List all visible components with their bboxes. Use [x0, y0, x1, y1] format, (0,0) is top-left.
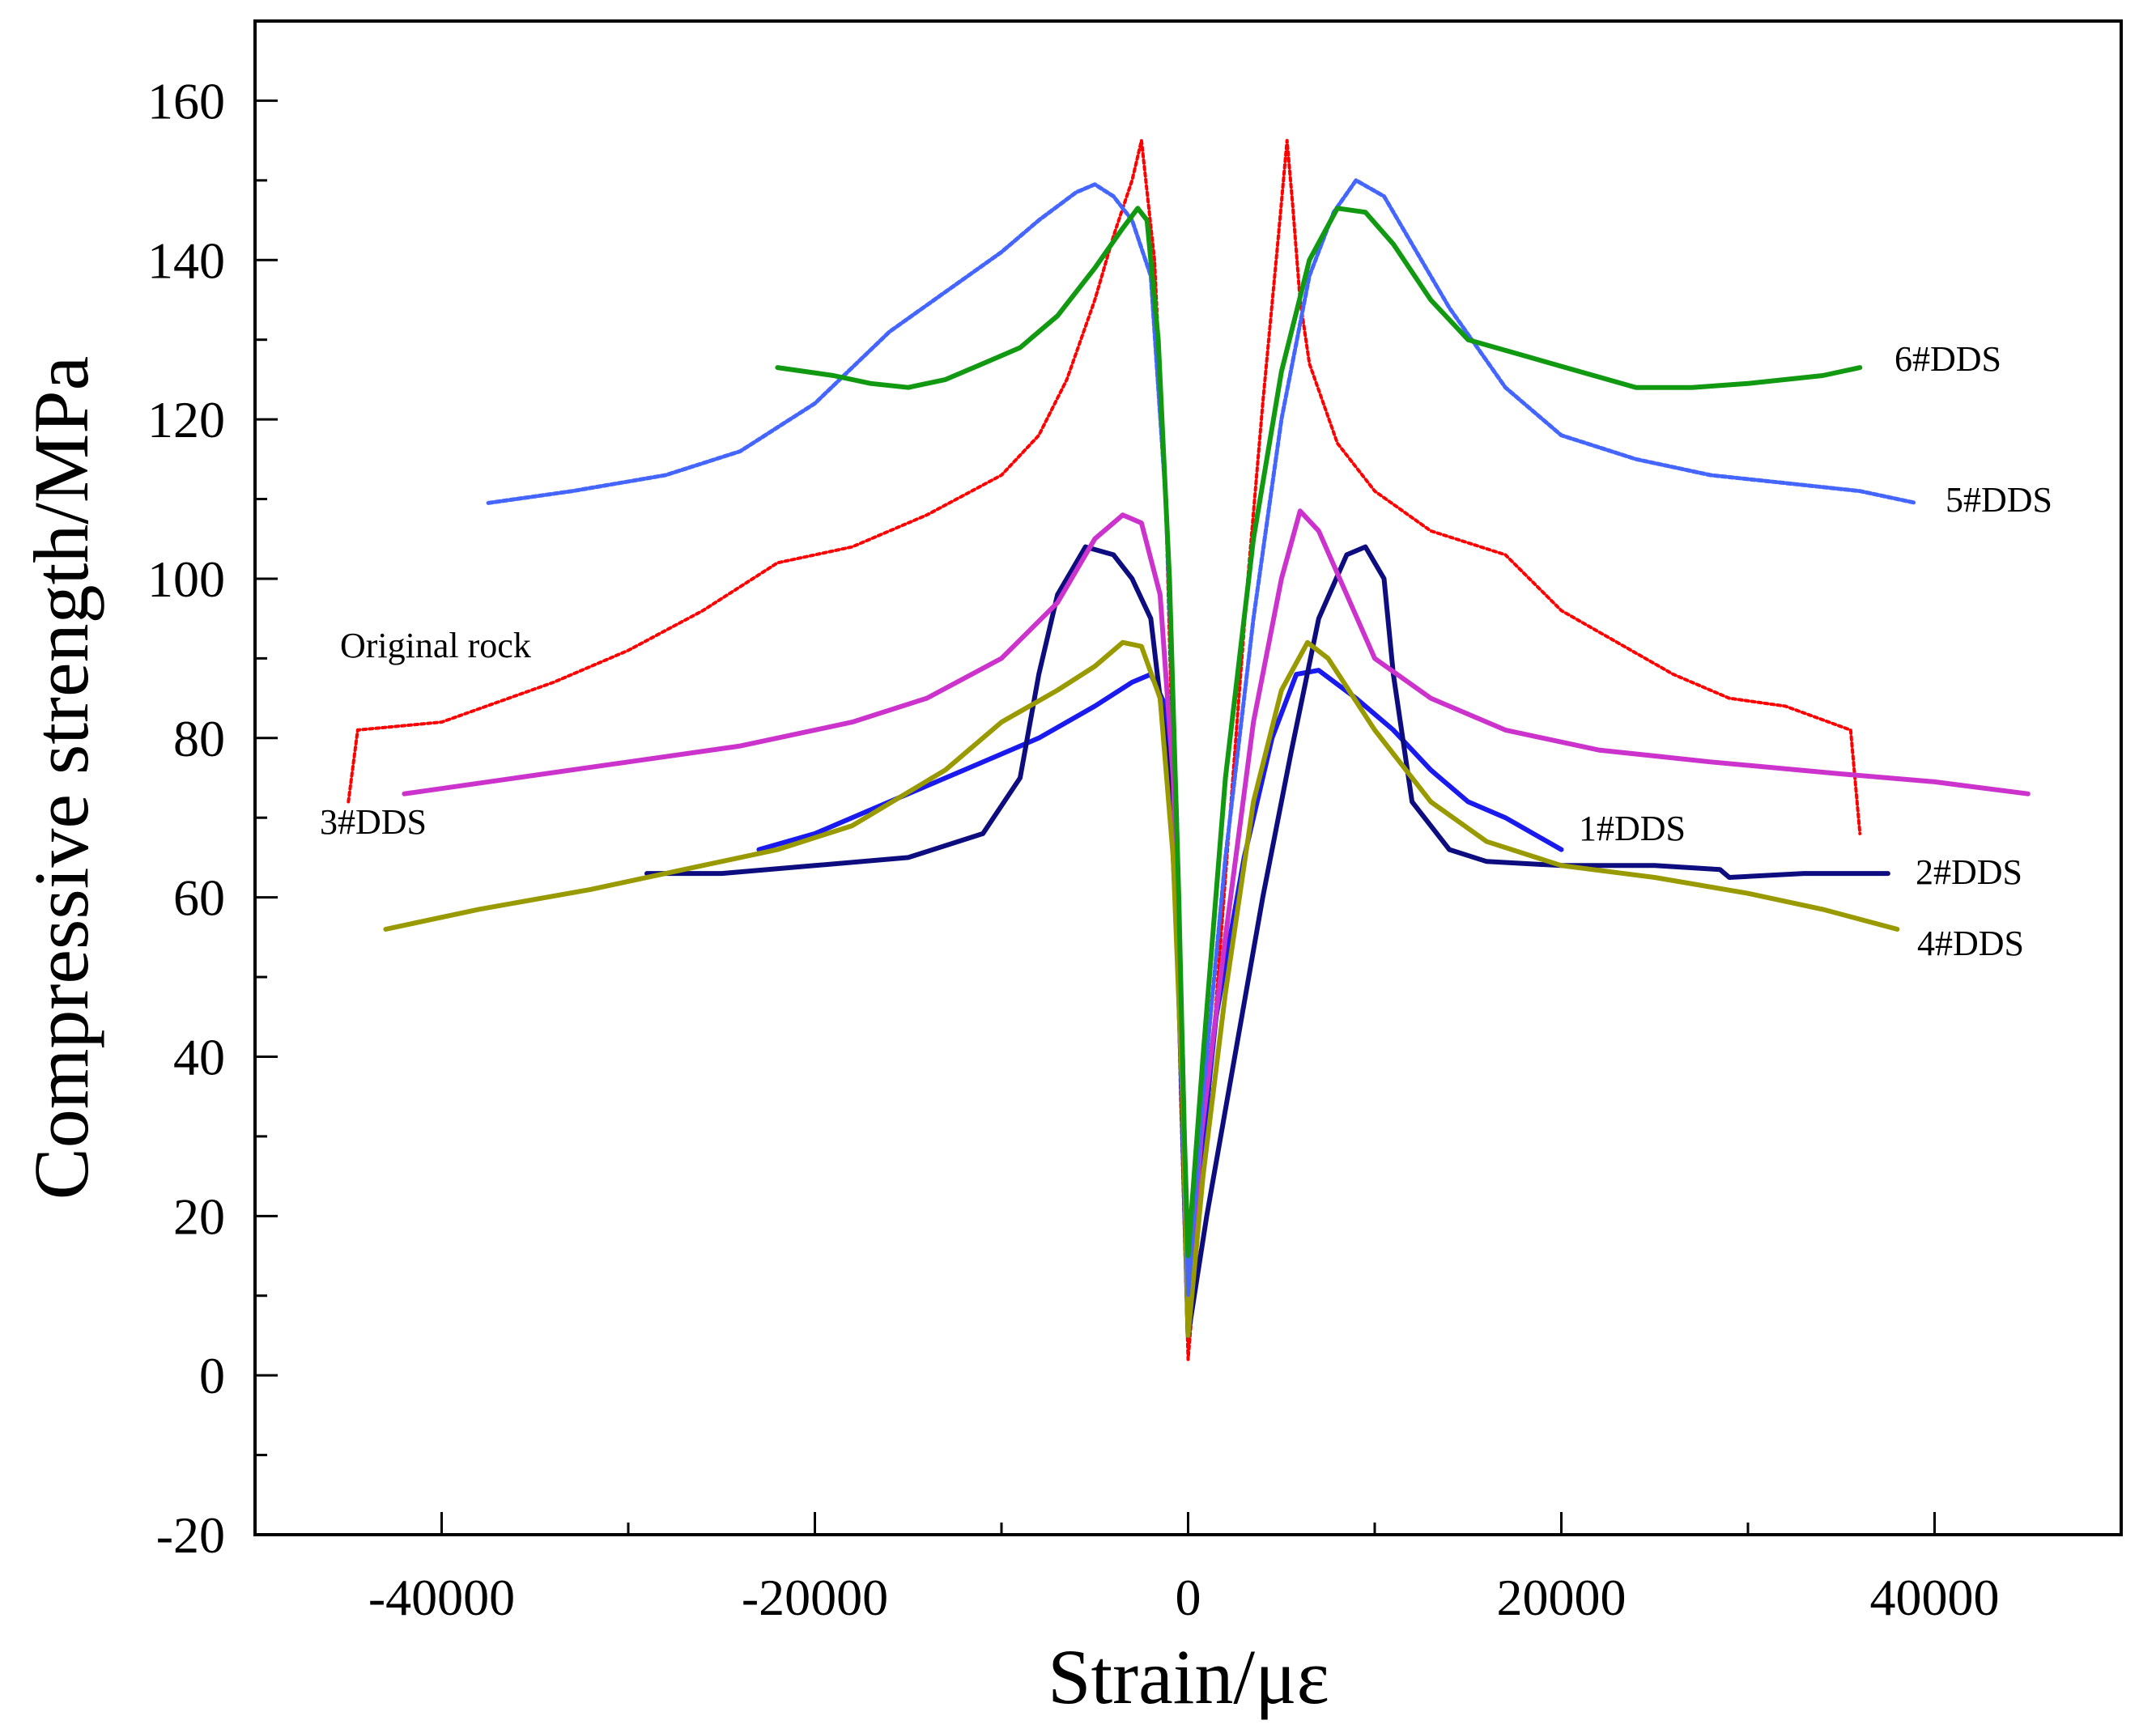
series-label-5-dds: 5#DDS	[1946, 480, 2052, 520]
series-label-original-rock: Original rock	[340, 626, 531, 665]
series-line-2-dds	[644, 544, 1890, 1338]
series-line-6-dds	[775, 206, 1863, 1259]
series-line-5-dds	[486, 178, 1918, 1298]
series-label-1-dds: 1#DDS	[1579, 809, 1686, 848]
y-tick-label: 20	[173, 1187, 225, 1245]
y-tick-label: 0	[199, 1347, 225, 1404]
y-tick-label: 100	[147, 550, 225, 608]
x-tick-label: 20000	[1497, 1569, 1627, 1626]
series-label-2-dds: 2#DDS	[1916, 852, 2022, 892]
y-tick-label: 160	[147, 72, 225, 130]
tick-layer: -40000 -20000 0 20000 40000 -20 0 20 40 60 80 100 12…	[147, 19, 2123, 1626]
x-tick-label: 0	[1176, 1569, 1201, 1626]
series-label-3-dds: 3#DDS	[320, 802, 427, 842]
series-label-4-dds: 4#DDS	[1917, 924, 2024, 963]
y-tick-label: 80	[173, 710, 225, 767]
y-tick-label: 40	[173, 1028, 225, 1085]
y-tick-label: 140	[147, 231, 225, 289]
y-tick-label: 60	[173, 869, 225, 927]
series-label-6-dds: 6#DDS	[1894, 339, 2001, 379]
x-tick-label: 40000	[1870, 1569, 2000, 1626]
y-tick-label: -20	[156, 1506, 225, 1564]
series-layer	[347, 138, 2031, 1361]
x-tick-label: -20000	[742, 1569, 888, 1626]
y-tick-label: 120	[147, 391, 225, 448]
y-axis-title: Compressive strength/MPa	[18, 356, 104, 1200]
x-tick-label: -40000	[368, 1569, 515, 1626]
x-axis-title: Strain/με	[1048, 1633, 1329, 1720]
